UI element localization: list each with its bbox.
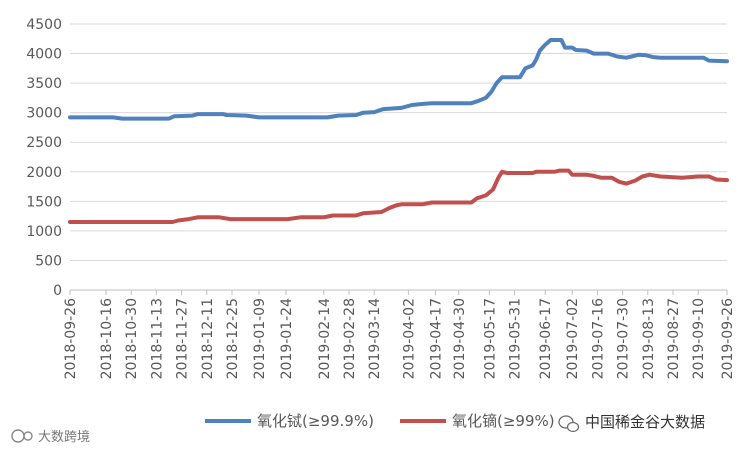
x-tick-label: 2019-04-30: [452, 298, 468, 379]
legend: 氧化铽(≥99.9%) 氧化镝(≥99%): [205, 412, 555, 430]
x-tick-label: 2019-04-17: [428, 298, 444, 379]
x-tick-label: 2019-08-13: [641, 298, 657, 379]
y-tick-label: 0: [53, 283, 62, 299]
x-tick-label: 2019-01-24: [279, 298, 295, 379]
y-tick-label: 500: [35, 253, 62, 269]
y-tick-label: 1500: [26, 194, 62, 210]
series-lines: [68, 38, 729, 224]
x-tick-label: 2019-04-02: [401, 298, 417, 379]
x-tick-label: 2018-09-26: [63, 298, 79, 379]
y-tick-label: 4000: [26, 47, 62, 63]
x-tick-label: 2018-12-25: [225, 298, 241, 379]
x-tick-label: 2019-07-16: [590, 298, 606, 379]
x-tick-label: 2019-01-09: [252, 298, 268, 379]
wechat-icon: [558, 415, 580, 433]
gridlines: [70, 23, 727, 261]
x-tick-label: 2019-06-17: [538, 298, 554, 379]
y-tick-label: 1000: [26, 224, 62, 240]
x-tick-label: 2018-10-30: [124, 298, 140, 379]
series-line: [68, 168, 729, 224]
brand-logo-icon: [11, 429, 33, 443]
x-tick-label: 2018-12-11: [200, 298, 216, 379]
x-tick-label: 2019-07-02: [565, 298, 581, 379]
x-tick-label: 2018-11-13: [149, 298, 165, 379]
y-tick-label: 2000: [26, 165, 62, 181]
x-tick-label: 2019-09-10: [691, 298, 707, 379]
watermark-right: 中国稀金谷大数据: [585, 413, 705, 431]
y-tick-label: 4500: [26, 17, 62, 33]
y-tick-label: 3000: [26, 106, 62, 122]
legend-label: 氧化铽(≥99.9%): [257, 412, 374, 430]
y-tick-label: 2500: [26, 135, 62, 151]
axes: 0 500 1000 1500 2000 2500 3000 3500 4000 4500 2018…: [26, 17, 736, 379]
watermark-left: 大数跨境: [38, 430, 90, 445]
x-tick-label: 2019-07-30: [616, 298, 632, 379]
x-tick-label: 2019-02-28: [342, 298, 358, 379]
x-tick-label: 2018-10-16: [99, 298, 115, 379]
x-tick-label: 2019-09-26: [720, 298, 736, 379]
y-tick-label: 3500: [26, 76, 62, 92]
x-tick-label: 2019-05-17: [482, 298, 498, 379]
x-tick-label: 2019-03-14: [367, 298, 383, 379]
x-tick-label: 2019-02-14: [317, 298, 333, 379]
legend-label: 氧化镝(≥99%): [452, 412, 555, 430]
x-tick-label: 2019-08-27: [666, 298, 682, 379]
series-line: [68, 38, 729, 121]
x-tick-label: 2018-11-27: [175, 298, 191, 379]
x-tick-label: 2019-05-31: [508, 298, 524, 379]
